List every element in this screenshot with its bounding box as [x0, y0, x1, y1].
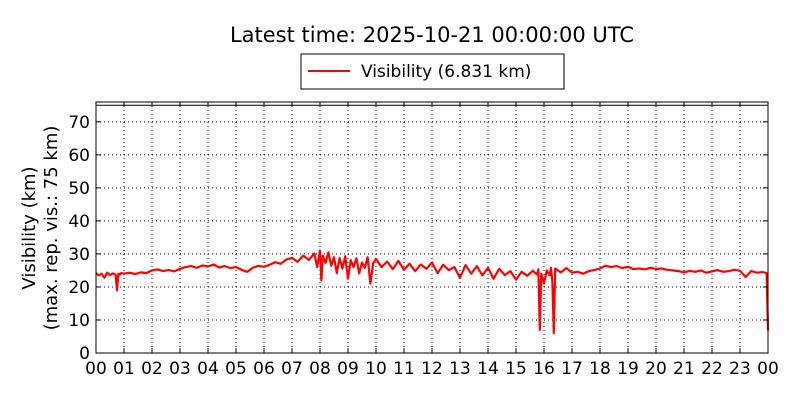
x-tick-label: 00: [85, 359, 107, 379]
y-tick-label: 50: [68, 179, 90, 199]
x-tick-label: 23: [729, 359, 751, 379]
x-tick-label: 02: [141, 359, 163, 379]
x-tick-label: 17: [561, 359, 583, 379]
x-tick-label: 05: [225, 359, 247, 379]
x-tick-label: 16: [533, 359, 555, 379]
x-tick-label: 00: [757, 359, 779, 379]
y-tick-label: 0: [79, 344, 90, 364]
y-axis-label-line1: Visibility (km): [19, 166, 40, 289]
x-tick-label: 10: [365, 359, 387, 379]
x-tick-label: 07: [281, 359, 303, 379]
x-tick-label: 14: [477, 359, 499, 379]
x-tick-label: 12: [421, 359, 443, 379]
y-tick-label: 60: [68, 146, 90, 166]
series-line-visibility: [95, 249, 770, 335]
y-axis-label-line2: (max. rep. vis.: 75 km): [41, 126, 62, 331]
x-tick-label: 01: [113, 359, 135, 379]
x-tick-label: 06: [253, 359, 275, 379]
y-tick-label: 40: [68, 212, 90, 232]
x-tick-labels: 00 01 02 03 04 05 06 07 08 09 10 11 12 13 14 15 16 17 18 19…: [85, 359, 779, 379]
x-tick-label: 09: [337, 359, 359, 379]
x-tick-label: 08: [309, 359, 331, 379]
x-tick-label: 22: [701, 359, 723, 379]
x-tick-label: 04: [197, 359, 219, 379]
axis-ticks: [95, 102, 769, 354]
x-tick-label: 20: [645, 359, 667, 379]
x-tick-label: 13: [449, 359, 471, 379]
x-tick-label: 19: [617, 359, 639, 379]
legend: Visibility (6.831 km): [300, 53, 565, 90]
x-tick-label: 15: [505, 359, 527, 379]
x-tick-label: 03: [169, 359, 191, 379]
legend-label: Visibility (6.831 km): [361, 62, 531, 82]
y-tick-labels: 0 10 20 30 40 50 60 70: [68, 113, 90, 364]
x-tick-label: 21: [673, 359, 695, 379]
x-tick-label: 18: [589, 359, 611, 379]
y-tick-label: 20: [68, 278, 90, 298]
y-tick-label: 10: [68, 311, 90, 331]
y-tick-label: 70: [68, 113, 90, 133]
series-layer: [95, 249, 770, 335]
y-tick-label: 30: [68, 245, 90, 265]
x-tick-label: 11: [393, 359, 415, 379]
chart-title: Latest time: 2025-10-21 00:00:00 UTC: [230, 23, 634, 47]
